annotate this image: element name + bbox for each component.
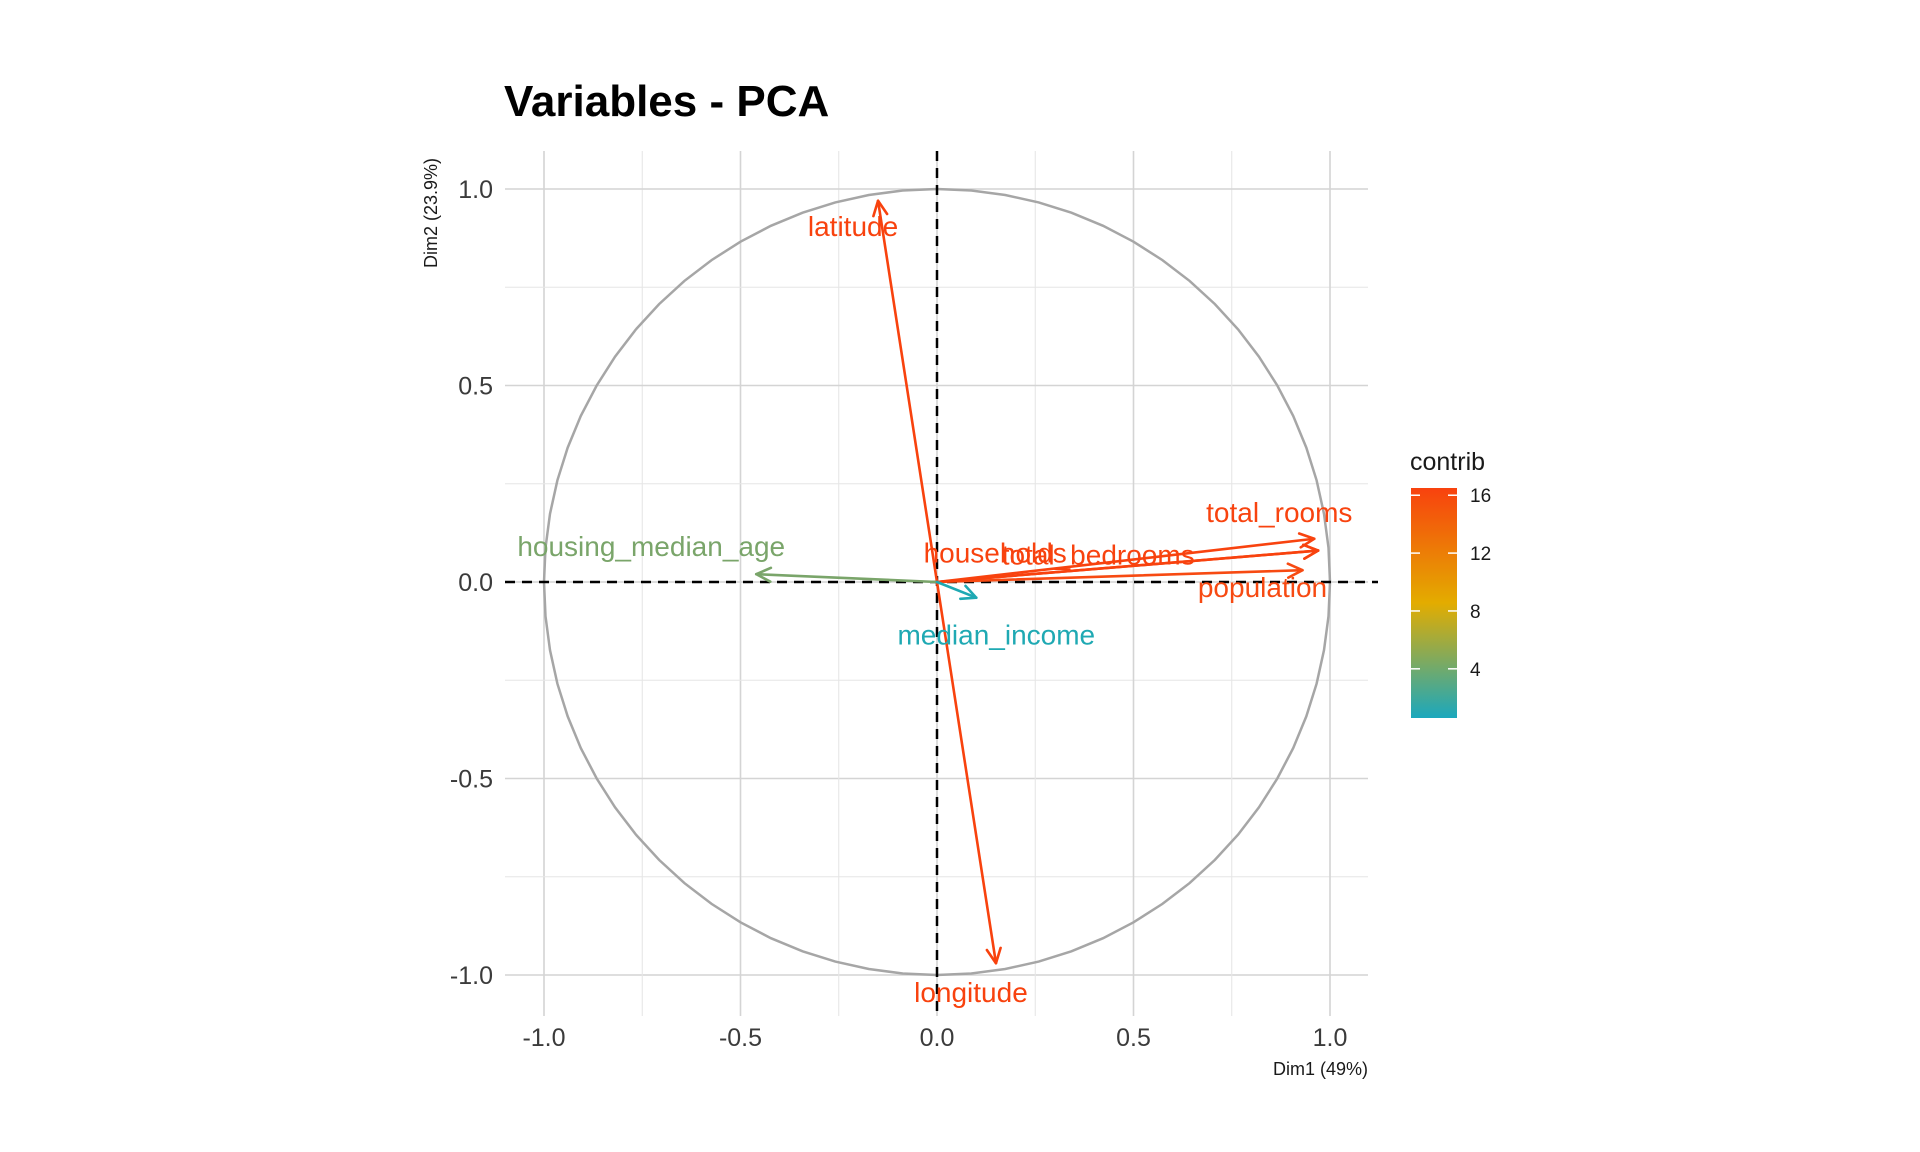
chart-title: Variables - PCA [504, 77, 829, 126]
y-tick-label: -1.0 [450, 962, 493, 990]
label-longitude: longitude [914, 977, 1028, 1008]
legend-tick-label: 16 [1470, 486, 1491, 507]
x-axis-title: Dim1 (49%) [1273, 1059, 1368, 1079]
label-latitude: latitude [808, 211, 898, 242]
y-tick-label: 0.5 [458, 373, 493, 401]
x-axis-ticks: -1.0 -0.5 0.0 0.5 1.0 [522, 1024, 1347, 1052]
label-households: households [924, 538, 1067, 569]
legend-tick-label: 8 [1470, 602, 1481, 623]
label-total-bedrooms: total_bedrooms [1002, 540, 1195, 571]
arrow-households [935, 543, 1320, 584]
legend-tick-label: 4 [1470, 660, 1481, 681]
y-axis-ticks: 1.0 0.5 0.0 -0.5 -1.0 [450, 176, 493, 990]
variable-labels: latitude longitude total_rooms total_bedroo… [517, 211, 1352, 1008]
y-tick-label: 1.0 [458, 176, 493, 204]
legend-colorbar [1411, 488, 1457, 718]
arrow-housing-median-age [754, 566, 939, 584]
contrib-legend: contrib 16 12 8 4 [1410, 448, 1491, 718]
arrow-latitude [872, 199, 939, 584]
label-housing-median-age: housing_median_age [517, 531, 785, 562]
y-axis-title: Dim2 (23.9%) [421, 158, 441, 268]
variable-arrows [754, 199, 1320, 965]
arrow-population [935, 562, 1304, 584]
x-tick-label: 0.5 [1116, 1024, 1151, 1052]
x-tick-label: 1.0 [1313, 1024, 1348, 1052]
label-median-income: median_income [897, 620, 1095, 651]
arrow-longitude [935, 580, 1002, 965]
legend-ticks: 16 12 8 4 [1411, 486, 1491, 681]
legend-tick-label: 12 [1470, 544, 1491, 565]
x-tick-label: -0.5 [719, 1024, 762, 1052]
legend-title: contrib [1410, 448, 1485, 476]
label-total-rooms: total_rooms [1206, 497, 1352, 528]
y-tick-label: 0.0 [458, 569, 493, 597]
label-population: population [1198, 572, 1327, 603]
arrow-median-income [935, 580, 978, 601]
y-tick-label: -0.5 [450, 766, 493, 794]
x-tick-label: -1.0 [522, 1024, 565, 1052]
x-tick-label: 0.0 [920, 1024, 955, 1052]
